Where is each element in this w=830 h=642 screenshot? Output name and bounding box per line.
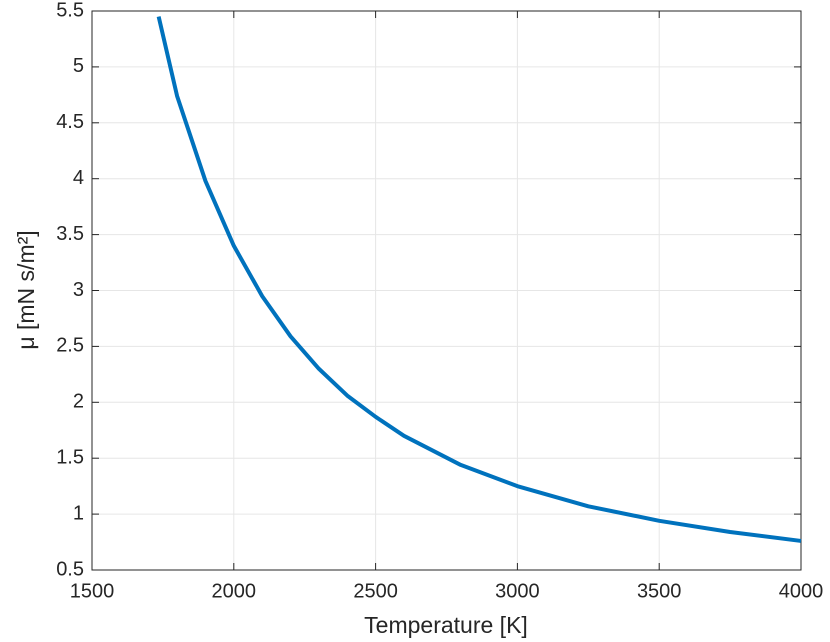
x-tick-label: 3000: [495, 580, 540, 602]
line-series: [156, 16, 802, 543]
y-tick-label: 1.5: [56, 446, 84, 468]
y-tick-label: 5: [73, 55, 84, 77]
plot-frame: [91, 10, 802, 571]
y-tick-label: 3: [73, 279, 84, 301]
y-tick-label: 0.5: [56, 558, 84, 580]
x-axis-label: Temperature [K]: [364, 612, 528, 638]
y-tick-label: 5.5: [56, 0, 84, 21]
y-tick-label: 4.5: [56, 111, 84, 133]
x-tick-label: 2500: [353, 580, 398, 602]
x-tick-label: 3500: [637, 580, 682, 602]
y-tick-label: 4: [73, 167, 84, 189]
y-tick-label: 2.5: [56, 335, 84, 357]
y-axis-label: μ [mN s/m²]: [13, 230, 39, 349]
x-tick-label: 1500: [70, 580, 115, 602]
x-tick-label: 2000: [212, 580, 257, 602]
y-tick-label: 1: [73, 502, 84, 524]
x-tick-label: 4000: [779, 580, 824, 602]
y-tick-label: 2: [73, 391, 84, 413]
y-tick-label: 3.5: [56, 223, 84, 245]
